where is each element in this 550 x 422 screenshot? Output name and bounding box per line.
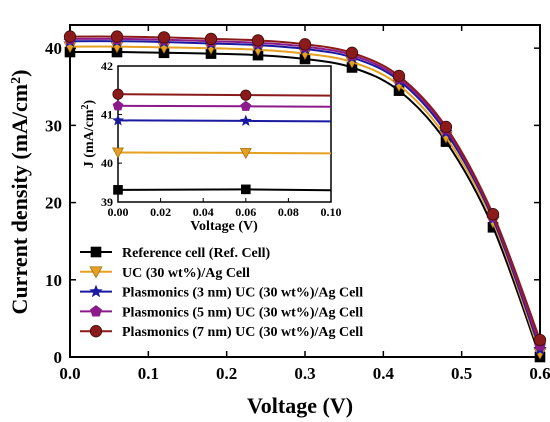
x-tick-label: 0.1 (138, 364, 159, 383)
inset-data-point-marker (240, 100, 252, 111)
legend: Reference cell (Ref. Cell) UC (30 wt%)/Ag… (80, 246, 363, 340)
legend-marker (89, 266, 103, 279)
inset-y-tick-label: 41 (101, 108, 113, 122)
legend-marker (90, 305, 102, 317)
series-line (69, 45, 541, 354)
inset-data-point-marker (239, 114, 252, 126)
series-line (69, 40, 541, 350)
inset-x-tick-label: 0.00 (108, 205, 129, 219)
legend-marker (89, 284, 103, 298)
inset-y-tick-label: 39 (101, 195, 113, 209)
legend-label: Plasmonics (7 nm) UC (30 wt%)/Ag Cell (122, 325, 363, 340)
legend-label: Reference cell (Ref. Cell) (122, 246, 271, 261)
inset-plot-frame (117, 65, 332, 203)
inset-series-line (117, 151, 332, 155)
inset-data-point-marker (112, 88, 124, 100)
inset-x-tick-label: 0.06 (235, 205, 256, 219)
main-curves (63, 30, 547, 363)
inset-series-line (117, 188, 332, 192)
x-tick-label: 0.5 (451, 364, 472, 383)
inset-x-axis-title: Voltage (V) (190, 219, 258, 234)
inset-data-point-marker (113, 185, 123, 195)
data-point-marker (392, 69, 406, 83)
y-tick-label: 10 (45, 271, 62, 290)
inset-y-tick-label: 42 (101, 59, 113, 73)
x-tick-label: 0.2 (216, 364, 237, 383)
legend-marker (89, 325, 103, 338)
legend-label: Plasmonics (5 nm) UC (30 wt%)/Ag Cell (122, 305, 363, 320)
x-axis-title: Voltage (V) (247, 393, 353, 418)
data-point-marker (63, 30, 77, 43)
inset-data-point-marker (112, 114, 124, 126)
inset-data-point-marker (112, 147, 124, 159)
y-tick-label: 0 (54, 348, 63, 367)
data-point-marker (439, 120, 453, 134)
inset-ticks: 0.00 0.02 0.04 0.06 0.08 0.10 39 40 41 42 (101, 59, 342, 219)
series-line (69, 50, 541, 358)
legend-marker (90, 246, 102, 258)
inset-x-tick-label: 0.10 (321, 205, 342, 219)
data-point-marker (486, 208, 500, 221)
inset-y-tick-label: 40 (101, 156, 113, 170)
inset-data-point-marker (239, 148, 252, 159)
inset-curves (112, 88, 332, 195)
y-tick-label: 20 (45, 194, 62, 213)
x-tick-label: 0.4 (373, 364, 395, 383)
inset-x-tick-label: 0.08 (278, 205, 299, 219)
legend-label: UC (30 wt%)/Ag Cell (122, 266, 250, 281)
legend-label: Plasmonics (3 nm) UC (30 wt%)/Ag Cell (122, 286, 363, 301)
data-point-marker (533, 333, 547, 347)
x-tick-label: 0.6 (529, 364, 550, 383)
x-tick-label: 0.0 (59, 364, 80, 383)
data-point-marker (345, 46, 359, 59)
data-point-marker (204, 32, 218, 46)
inset-data-point-marker (241, 184, 251, 195)
inset-data-point-marker (240, 89, 252, 101)
data-point-marker (251, 34, 265, 47)
inset-series-line (117, 104, 332, 108)
inset-x-tick-label: 0.02 (150, 205, 171, 219)
data-point-marker (298, 38, 312, 51)
y-tick-label: 30 (45, 116, 62, 135)
inset-series-line (117, 119, 332, 123)
y-tick-label: 40 (45, 39, 62, 58)
data-point-marker (157, 31, 171, 44)
inset-y-axis-title: J (mA/cm2) (80, 99, 98, 168)
data-point-marker (110, 30, 124, 43)
y-axis-title: Current density (mA/cm2) (7, 70, 32, 315)
x-tick-label: 0.3 (294, 364, 315, 383)
inset-data-point-marker (112, 100, 124, 111)
main-ticks: 0.0 0.1 0.2 0.3 0.4 0.5 0.6 0 10 20 30 40 (45, 25, 550, 383)
series-line (69, 35, 541, 341)
inset-x-tick-label: 0.04 (193, 205, 214, 219)
